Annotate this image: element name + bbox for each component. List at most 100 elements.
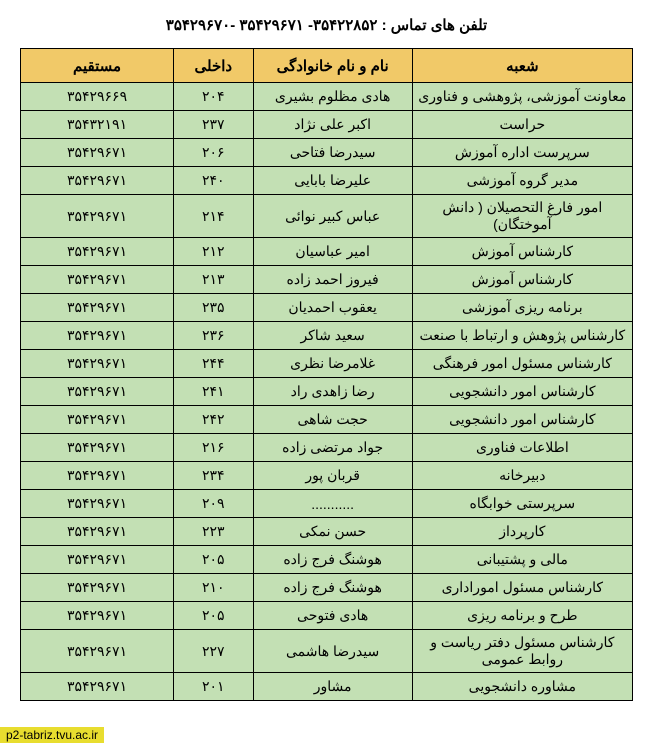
- cell-branch: کارشناس امور دانشجویی: [412, 378, 632, 406]
- cell-ext: ۲۳۵: [174, 294, 254, 322]
- cell-branch: کارشناس امور دانشجویی: [412, 406, 632, 434]
- cell-ext: ۲۰۵: [174, 546, 254, 574]
- cell-name: هادی فتوحی: [253, 602, 412, 630]
- cell-direct: ۳۵۴۲۹۶۷۱: [21, 139, 174, 167]
- cell-ext: ۲۴۱: [174, 378, 254, 406]
- cell-branch: کارشناس آموزش: [412, 266, 632, 294]
- cell-name: مشاور: [253, 673, 412, 701]
- cell-ext: ۲۴۴: [174, 350, 254, 378]
- cell-direct: ۳۵۴۲۹۶۷۱: [21, 406, 174, 434]
- cell-ext: ۲۰۵: [174, 602, 254, 630]
- cell-name: هوشنگ فرج زاده: [253, 546, 412, 574]
- cell-branch: کارشناس آموزش: [412, 238, 632, 266]
- table-row: سرپرست اداره آموزشسیدرضا فتاحی۲۰۶۳۵۴۲۹۶۷…: [21, 139, 633, 167]
- cell-direct: ۳۵۴۳۲۱۹۱: [21, 111, 174, 139]
- cell-branch: کارشناس مسئول اموراداری: [412, 574, 632, 602]
- cell-name: سیدرضا فتاحی: [253, 139, 412, 167]
- table-row: طرح و برنامه ریزیهادی فتوحی۲۰۵۳۵۴۲۹۶۷۱: [21, 602, 633, 630]
- cell-ext: ۲۰۶: [174, 139, 254, 167]
- cell-direct: ۳۵۴۲۹۶۷۱: [21, 546, 174, 574]
- page-title: تلفن های تماس : ۳۵۴۲۲۸۵۲- ۳۵۴۲۹۶۷۱ -۳۵۴۲…: [20, 16, 633, 34]
- cell-direct: ۳۵۴۲۹۶۷۱: [21, 195, 174, 238]
- cell-direct: ۳۵۴۲۹۶۷۱: [21, 350, 174, 378]
- cell-branch: سرپرستی خوابگاه: [412, 490, 632, 518]
- cell-branch: مالی و پشتیبانی: [412, 546, 632, 574]
- cell-ext: ۲۴۲: [174, 406, 254, 434]
- table-row: کارشناس مسئول دفتر ریاست و روابط عمومیسی…: [21, 630, 633, 673]
- cell-ext: ۲۱۲: [174, 238, 254, 266]
- cell-branch: مدیر گروه آموزشی: [412, 167, 632, 195]
- table-row: کارشناس پژوهش و ارتباط با صنعتسعید شاکر۲…: [21, 322, 633, 350]
- cell-branch: معاونت آموزشی، پژوهشی و فناوری: [412, 83, 632, 111]
- cell-branch: امور فارغ التحصیلان ( دانش آموختگان): [412, 195, 632, 238]
- table-row: کارشناس آموزشامیر عباسیان۲۱۲۳۵۴۲۹۶۷۱: [21, 238, 633, 266]
- table-body: معاونت آموزشی، پژوهشی و فناوریهادی مظلوم…: [21, 83, 633, 701]
- col-header-direct: مستقیم: [21, 49, 174, 83]
- cell-direct: ۳۵۴۲۹۶۶۹: [21, 83, 174, 111]
- table-row: سرپرستی خوابگاه...........۲۰۹۳۵۴۲۹۶۷۱: [21, 490, 633, 518]
- cell-direct: ۳۵۴۲۹۶۷۱: [21, 673, 174, 701]
- table-row: کارشناس آموزشفیروز احمد زاده۲۱۳۳۵۴۲۹۶۷۱: [21, 266, 633, 294]
- cell-name: ...........: [253, 490, 412, 518]
- table-row: برنامه ریزی آموزشییعقوب احمدیان۲۳۵۳۵۴۲۹۶…: [21, 294, 633, 322]
- cell-name: رضا زاهدی راد: [253, 378, 412, 406]
- cell-direct: ۳۵۴۲۹۶۷۱: [21, 630, 174, 673]
- cell-direct: ۳۵۴۲۹۶۷۱: [21, 434, 174, 462]
- table-header-row: شعبهنام و نام خانوادگیداخلیمستقیم: [21, 49, 633, 83]
- cell-ext: ۲۱۴: [174, 195, 254, 238]
- col-header-branch: شعبه: [412, 49, 632, 83]
- cell-name: سعید شاکر: [253, 322, 412, 350]
- cell-direct: ۳۵۴۲۹۶۷۱: [21, 238, 174, 266]
- table-row: کارپردازحسن نمکی۲۲۳۳۵۴۲۹۶۷۱: [21, 518, 633, 546]
- cell-ext: ۲۰۴: [174, 83, 254, 111]
- table-row: اطلاعات فناوریجواد مرتضی زاده۲۱۶۳۵۴۲۹۶۷۱: [21, 434, 633, 462]
- table-row: کارشناس امور دانشجوییحجت شاهی۲۴۲۳۵۴۲۹۶۷۱: [21, 406, 633, 434]
- table-row: مشاوره دانشجوییمشاور۲۰۱۳۵۴۲۹۶۷۱: [21, 673, 633, 701]
- cell-direct: ۳۵۴۲۹۶۷۱: [21, 322, 174, 350]
- cell-name: یعقوب احمدیان: [253, 294, 412, 322]
- table-row: مالی و پشتیبانیهوشنگ فرج زاده۲۰۵۳۵۴۲۹۶۷۱: [21, 546, 633, 574]
- cell-ext: ۲۳۴: [174, 462, 254, 490]
- cell-branch: حراست: [412, 111, 632, 139]
- cell-ext: ۲۳۶: [174, 322, 254, 350]
- cell-ext: ۲۰۱: [174, 673, 254, 701]
- cell-branch: مشاوره دانشجویی: [412, 673, 632, 701]
- cell-name: حسن نمکی: [253, 518, 412, 546]
- cell-branch: سرپرست اداره آموزش: [412, 139, 632, 167]
- table-row: مدیر گروه آموزشیعلیرضا بابایی۲۴۰۳۵۴۲۹۶۷۱: [21, 167, 633, 195]
- cell-ext: ۲۱۳: [174, 266, 254, 294]
- table-row: دبیرخانهقربان پور۲۳۴۳۵۴۲۹۶۷۱: [21, 462, 633, 490]
- cell-branch: اطلاعات فناوری: [412, 434, 632, 462]
- cell-direct: ۳۵۴۲۹۶۷۱: [21, 518, 174, 546]
- cell-ext: ۲۰۹: [174, 490, 254, 518]
- table-row: کارشناس مسئول امور فرهنگیغلامرضا نظری۲۴۴…: [21, 350, 633, 378]
- cell-name: هادی مظلوم بشیری: [253, 83, 412, 111]
- cell-branch: طرح و برنامه ریزی: [412, 602, 632, 630]
- cell-name: هوشنگ فرج زاده: [253, 574, 412, 602]
- cell-ext: ۲۳۷: [174, 111, 254, 139]
- cell-name: امیر عباسیان: [253, 238, 412, 266]
- cell-name: سیدرضا هاشمی: [253, 630, 412, 673]
- contacts-table: شعبهنام و نام خانوادگیداخلیمستقیم معاونت…: [20, 48, 633, 701]
- table-row: کارشناس امور دانشجوییرضا زاهدی راد۲۴۱۳۵۴…: [21, 378, 633, 406]
- cell-direct: ۳۵۴۲۹۶۷۱: [21, 266, 174, 294]
- cell-name: حجت شاهی: [253, 406, 412, 434]
- cell-name: قربان پور: [253, 462, 412, 490]
- cell-name: اکبر علی نژاد: [253, 111, 412, 139]
- cell-branch: کارپرداز: [412, 518, 632, 546]
- cell-name: غلامرضا نظری: [253, 350, 412, 378]
- cell-name: عباس کبیر نوائی: [253, 195, 412, 238]
- cell-ext: ۲۲۷: [174, 630, 254, 673]
- cell-ext: ۲۲۳: [174, 518, 254, 546]
- cell-ext: ۲۱۰: [174, 574, 254, 602]
- table-row: حراستاکبر علی نژاد۲۳۷۳۵۴۳۲۱۹۱: [21, 111, 633, 139]
- watermark: p2-tabriz.tvu.ac.ir: [0, 727, 104, 743]
- cell-branch: کارشناس پژوهش و ارتباط با صنعت: [412, 322, 632, 350]
- cell-direct: ۳۵۴۲۹۶۷۱: [21, 167, 174, 195]
- cell-direct: ۳۵۴۲۹۶۷۱: [21, 378, 174, 406]
- table-row: معاونت آموزشی، پژوهشی و فناوریهادی مظلوم…: [21, 83, 633, 111]
- cell-branch: کارشناس مسئول امور فرهنگی: [412, 350, 632, 378]
- cell-branch: کارشناس مسئول دفتر ریاست و روابط عمومی: [412, 630, 632, 673]
- table-row: کارشناس مسئول اموراداریهوشنگ فرج زاده۲۱۰…: [21, 574, 633, 602]
- cell-direct: ۳۵۴۲۹۶۷۱: [21, 462, 174, 490]
